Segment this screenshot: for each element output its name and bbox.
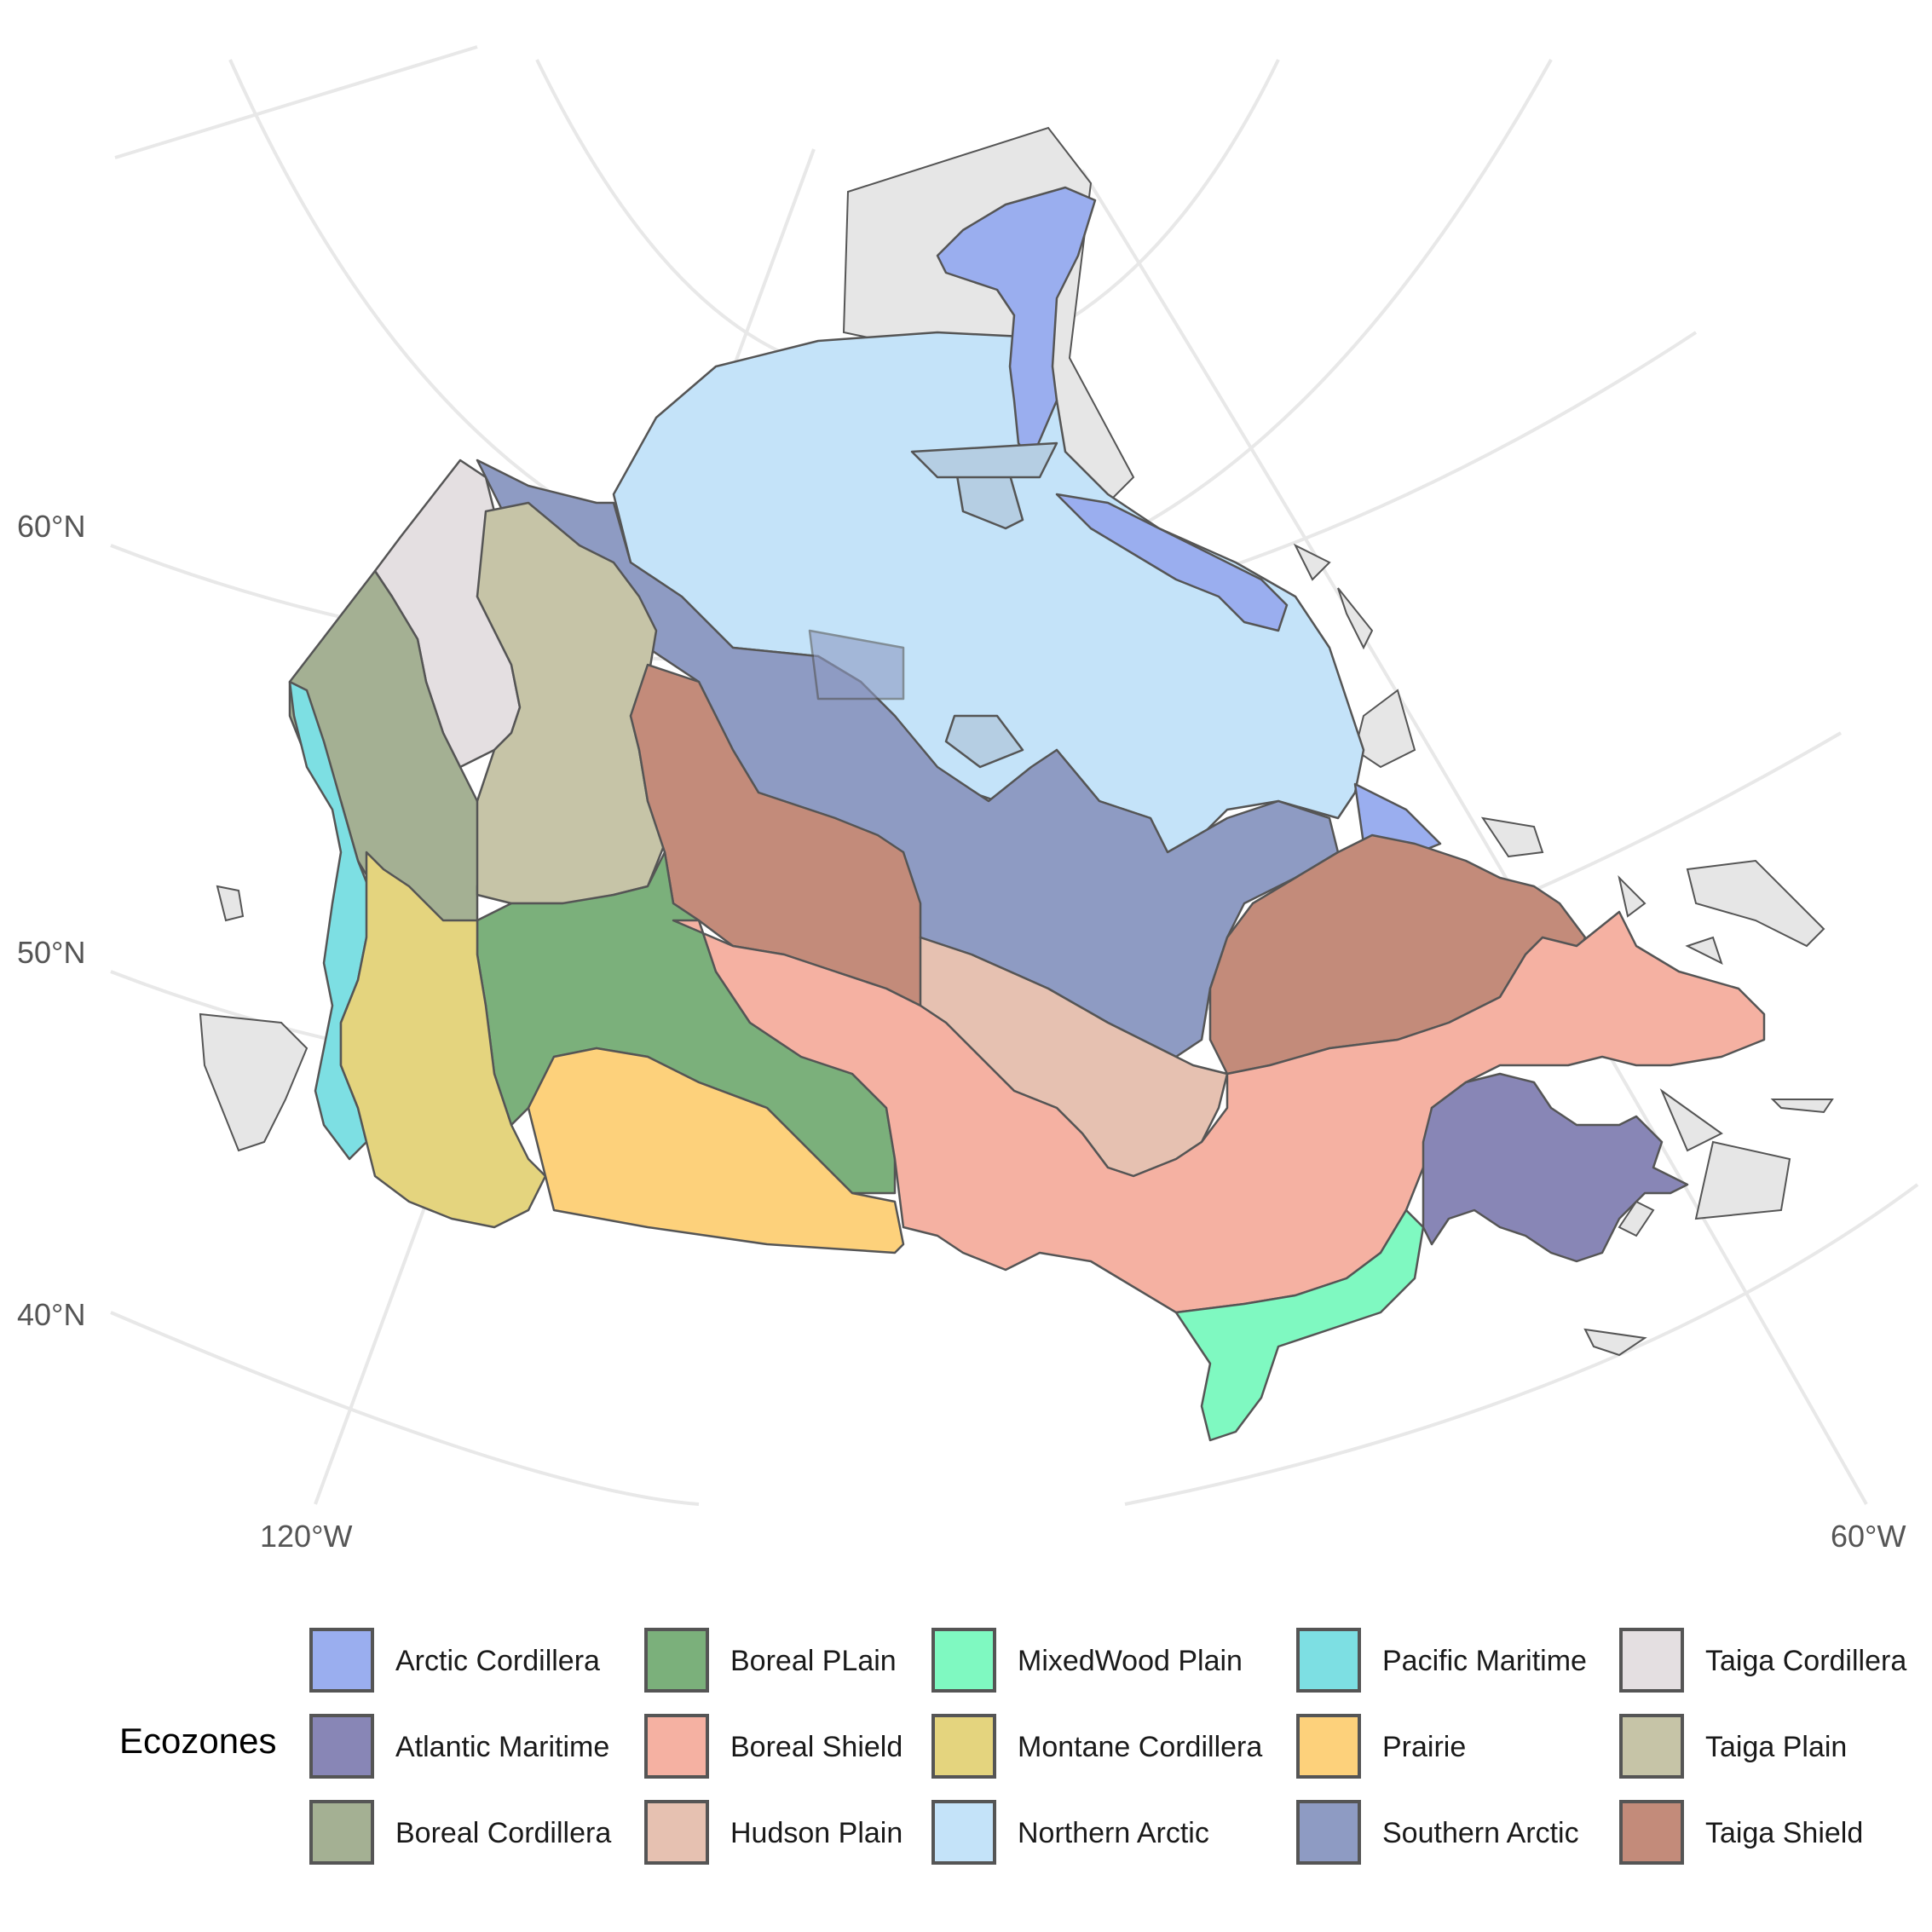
legend-key-hudson-plain: [644, 1800, 709, 1865]
legend-key-arctic-cordillera: [309, 1628, 374, 1693]
east-island-1: [1293, 543, 1331, 581]
legend-label-atlantic-maritime: Atlantic Maritime: [395, 1731, 609, 1763]
zone-montane-cordillera: [339, 851, 547, 1229]
newfoundland-grey: [1686, 859, 1825, 948]
legend-key-boreal-cordillera: [309, 1800, 374, 1865]
lat-label-50: 50°N: [17, 935, 85, 970]
legend-label-montane-cordillera: Montane Cordillera: [1018, 1731, 1262, 1763]
legend-label-taiga-plain: Taiga Plain: [1705, 1731, 1847, 1763]
lat-label-60: 60°N: [17, 509, 85, 544]
lon-label-60w: 60°W: [1831, 1519, 1906, 1554]
legend-item-taiga-cordillera: Taiga Cordillera: [1619, 1628, 1906, 1693]
legend-items: Arctic Cordillera Atlantic Maritime Boreal…: [309, 1628, 1906, 1865]
zone-lake-patch-3: [910, 441, 1058, 479]
legend-label-arctic-cordillera: Arctic Cordillera: [395, 1645, 600, 1677]
zone-atlantic-maritime: [1422, 1072, 1689, 1263]
zone-pacific-maritime: [288, 680, 377, 1161]
legend-item-boreal-plain: Boreal PLain: [644, 1628, 897, 1693]
east-island-4: [1480, 816, 1544, 858]
east-island-3: [1353, 689, 1416, 769]
legend-item-taiga-plain: Taiga Plain: [1619, 1714, 1847, 1779]
east-island-8: [1694, 1140, 1791, 1220]
legend-label-mixedwood-plain: MixedWood Plain: [1018, 1645, 1243, 1677]
east-island-7: [1659, 1088, 1723, 1152]
legend-label-northern-arctic: Northern Arctic: [1018, 1817, 1209, 1849]
legend-label-hudson-plain: Hudson Plain: [730, 1817, 903, 1849]
legend-key-northern-arctic: [931, 1800, 996, 1865]
legend-key-taiga-shield: [1619, 1800, 1684, 1865]
legend: Ecozones Arctic Cordillera Atlantic Marit…: [119, 1628, 1906, 1865]
legend-item-boreal-cordillera: Boreal Cordillera: [309, 1800, 611, 1865]
legend-key-taiga-plain: [1619, 1714, 1684, 1779]
legend-label-prairie: Prairie: [1382, 1731, 1466, 1763]
east-island-10: [1583, 1328, 1647, 1357]
lat-label-40: 40°N: [17, 1297, 85, 1332]
legend-label-southern-arctic: Southern Arctic: [1382, 1817, 1579, 1849]
legend-label-taiga-cordillera: Taiga Cordillera: [1705, 1645, 1906, 1677]
legend-key-taiga-cordillera: [1619, 1628, 1684, 1693]
legend-key-boreal-shield: [644, 1714, 709, 1779]
lon-label-120w: 120°W: [260, 1519, 352, 1554]
zone-lake-patch-1: [808, 629, 905, 701]
legend-key-prairie: [1296, 1714, 1361, 1779]
legend-label-pacific-maritime: Pacific Maritime: [1382, 1645, 1587, 1677]
legend-item-hudson-plain: Hudson Plain: [644, 1800, 903, 1865]
graticule-lon-60: [1081, 169, 1868, 1505]
zone-arctic-cordillera-east: [1055, 493, 1289, 632]
graticule-lat-40: [110, 1183, 1919, 1506]
legend-label-boreal-cordillera: Boreal Cordillera: [395, 1817, 611, 1849]
zone-boreal-shield: [672, 910, 1766, 1314]
zone-prairie: [527, 1047, 905, 1254]
zone-mixedwood-plain: [1174, 1208, 1425, 1442]
legend-key-mixedwood-plain: [931, 1628, 996, 1693]
legend-item-taiga-shield: Taiga Shield: [1619, 1800, 1863, 1865]
legend-key-pacific-maritime: [1296, 1628, 1361, 1693]
zone-boreal-plain: [476, 851, 897, 1195]
zone-lake-patch-4: [944, 714, 1024, 769]
legend-key-boreal-plain: [644, 1628, 709, 1693]
legend-key-montane-cordillera: [931, 1714, 996, 1779]
legend-item-montane-cordillera: Montane Cordillera: [931, 1714, 1262, 1779]
legend-title: Ecozones: [119, 1721, 276, 1761]
legend-item-mixedwood-plain: MixedWood Plain: [931, 1628, 1243, 1693]
legend-item-boreal-shield: Boreal Shield: [644, 1714, 903, 1779]
legend-label-boreal-shield: Boreal Shield: [730, 1731, 903, 1763]
legend-item-atlantic-maritime: Atlantic Maritime: [309, 1714, 609, 1779]
east-island-5: [1618, 874, 1647, 918]
west-island-1: [216, 885, 245, 922]
legend-item-prairie: Prairie: [1296, 1714, 1466, 1779]
east-island-2: [1337, 587, 1374, 650]
legend-key-southern-arctic: [1296, 1800, 1361, 1865]
east-island-9: [1770, 1099, 1834, 1114]
east-island-11: [1618, 1200, 1655, 1237]
east-island-6: [1685, 936, 1723, 965]
ecozones: [288, 186, 1766, 1442]
legend-item-pacific-maritime: Pacific Maritime: [1296, 1628, 1587, 1693]
axis-labels: 60°N 50°N 40°N 120°W 60°W: [17, 509, 1906, 1554]
legend-item-southern-arctic: Southern Arctic: [1296, 1800, 1579, 1865]
legend-item-arctic-cordillera: Arctic Cordillera: [309, 1628, 600, 1693]
legend-label-boreal-plain: Boreal PLain: [730, 1645, 897, 1677]
legend-item-northern-arctic: Northern Arctic: [931, 1800, 1209, 1865]
legend-key-atlantic-maritime: [309, 1714, 374, 1779]
legend-label-taiga-shield: Taiga Shield: [1705, 1817, 1863, 1849]
vancouver-island: [199, 1012, 309, 1152]
